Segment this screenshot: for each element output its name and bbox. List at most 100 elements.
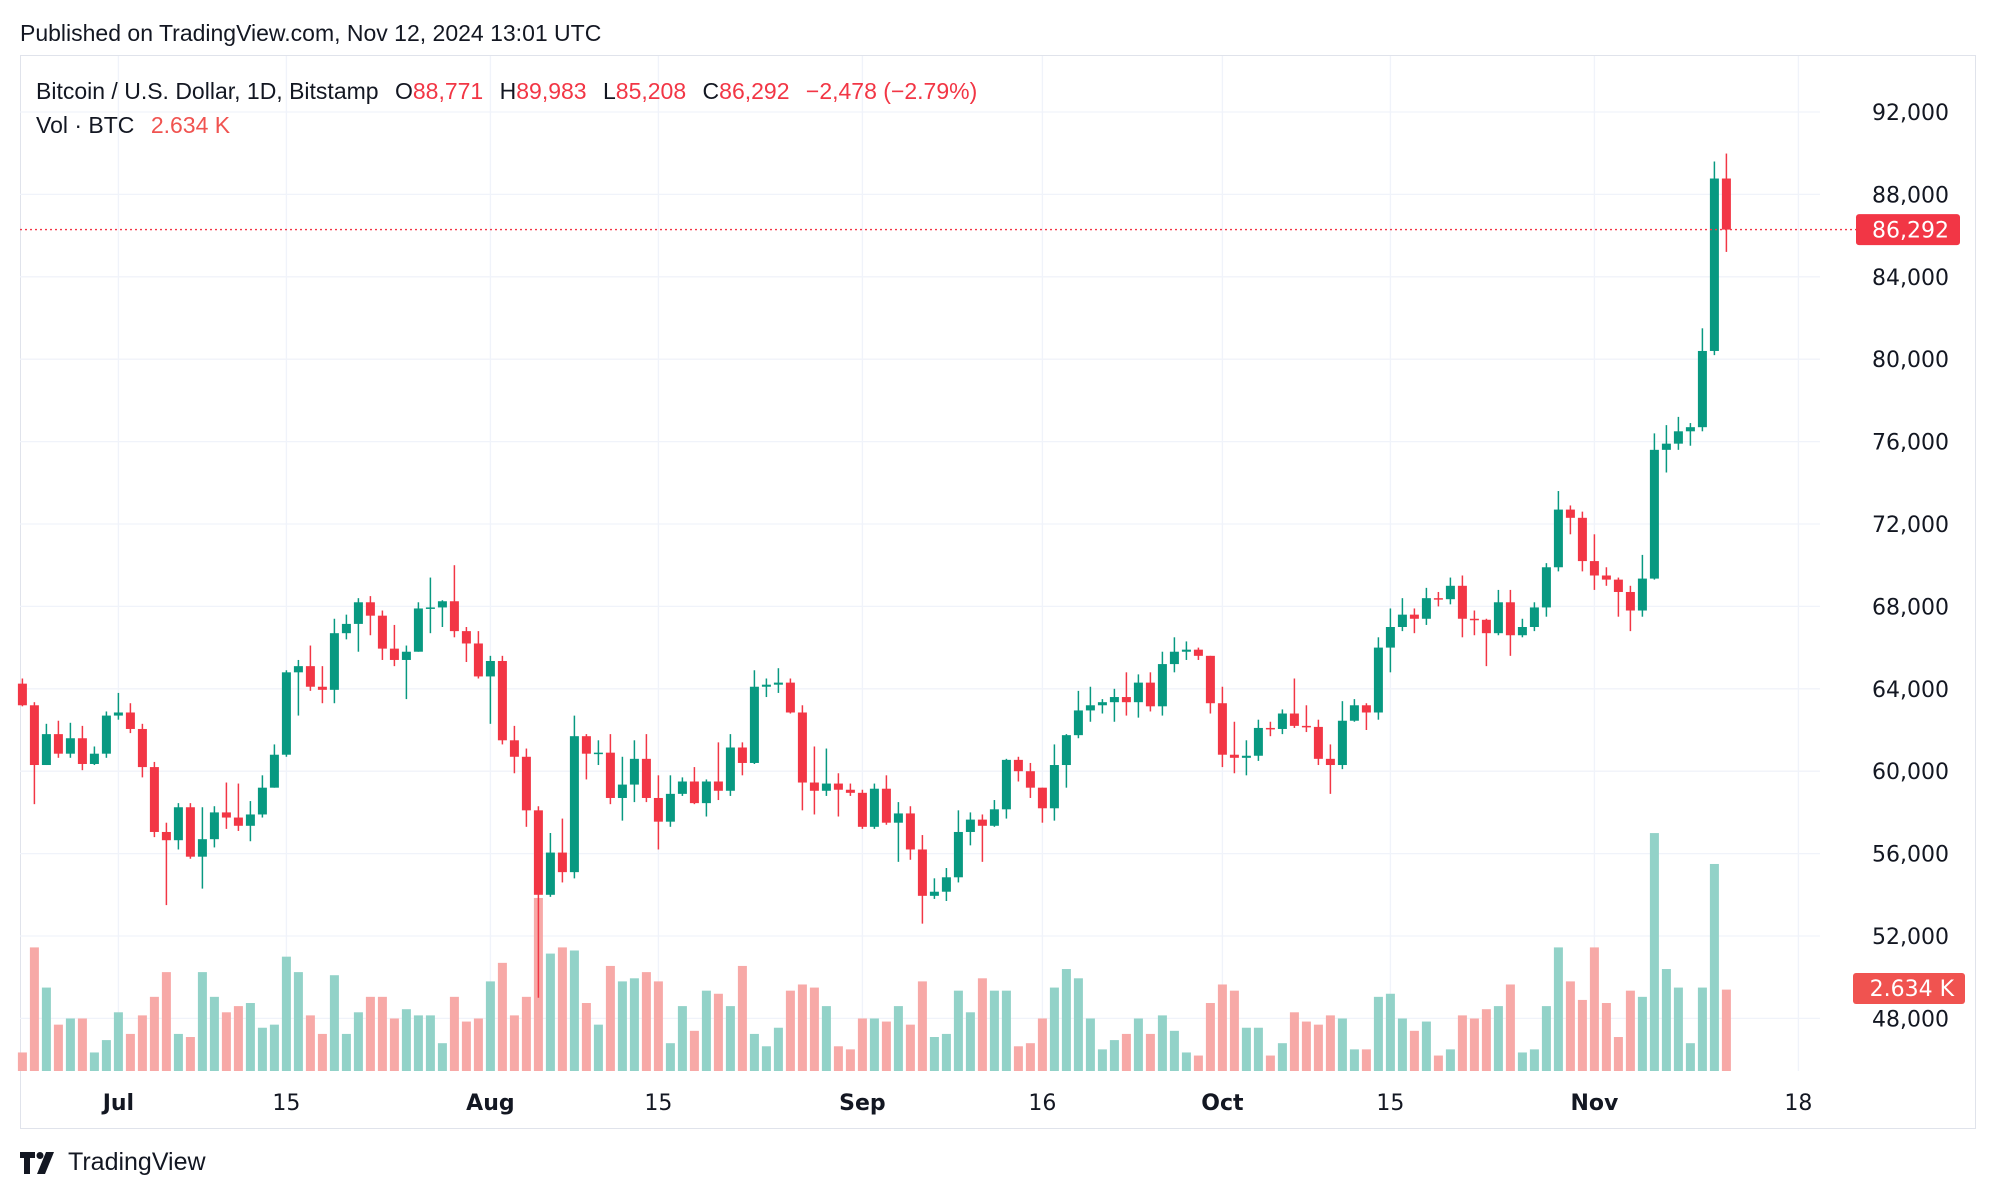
candle (1493, 589, 1503, 636)
candle-body (521, 756, 531, 811)
volume-bar (473, 1018, 483, 1071)
candle-body (341, 623, 351, 634)
last-price-label: 86,292 (1872, 219, 1949, 244)
candle-body (389, 648, 399, 660)
candle (545, 833, 555, 897)
time-tick-label: Sep (839, 1091, 886, 1116)
candle-body (233, 817, 243, 826)
candle (1169, 637, 1179, 673)
price-axis[interactable]: 92,000 88,000 84,000 80,000 76,000 72,000 68,0… (1872, 101, 1949, 1032)
candle (905, 806, 915, 860)
candle-body (1493, 602, 1503, 634)
candle-body (653, 797, 663, 822)
candle (1325, 744, 1335, 794)
candle (389, 624, 399, 667)
candle (497, 655, 507, 745)
price-tick-label: 64,000 (1872, 678, 1949, 703)
candle-body (449, 601, 459, 632)
candle-body (425, 607, 435, 609)
volume-bar (1325, 1015, 1335, 1071)
candle-body (1721, 178, 1731, 230)
candle-body (1613, 579, 1623, 592)
candle (809, 746, 819, 815)
candle-body (401, 651, 411, 660)
volume-bar (209, 996, 219, 1071)
candle (917, 835, 927, 924)
time-axis[interactable]: Jul 15 Aug 15 Sep 16 Oct 15 Nov 18 (101, 1091, 1813, 1116)
candle (725, 734, 735, 796)
volume-bar (221, 1012, 231, 1071)
candle (929, 878, 939, 899)
candle (1037, 787, 1047, 823)
volume-bar (65, 1018, 75, 1071)
candle-body (1121, 697, 1131, 703)
candle-body (317, 686, 327, 690)
candle-body (1481, 619, 1491, 634)
candle-body (281, 672, 291, 755)
candle-body (1709, 178, 1719, 351)
candle-body (605, 752, 615, 798)
volume-bar (1529, 1049, 1539, 1071)
volume-bar (377, 996, 387, 1071)
volume-bar (53, 1024, 63, 1071)
volume-bar (89, 1052, 99, 1071)
candle-body (1457, 585, 1467, 619)
volume-bar (989, 990, 999, 1071)
candle (581, 734, 591, 780)
volume-bar (869, 1018, 879, 1071)
volume-bar (1145, 1033, 1155, 1071)
volume-bar (437, 1043, 447, 1071)
symbol-title[interactable]: Bitcoin / U.S. Dollar, 1D, Bitstamp (36, 78, 379, 104)
candle (1685, 423, 1695, 446)
candle (509, 725, 519, 774)
candles (17, 153, 1731, 998)
candle (1181, 641, 1191, 660)
volume-bar (341, 1033, 351, 1071)
candle-body (353, 602, 363, 624)
candle-body (893, 813, 903, 823)
candle (281, 670, 291, 757)
candle-body (17, 683, 27, 706)
candle (1553, 491, 1563, 572)
candle-body (857, 792, 867, 827)
candle (1397, 598, 1407, 632)
candle-body (701, 781, 711, 804)
volume-bar (1193, 1055, 1203, 1071)
candle (1721, 153, 1731, 252)
candle (125, 703, 135, 734)
volume-bar (1025, 1043, 1035, 1071)
candle-body (1217, 703, 1227, 755)
candle (965, 812, 975, 846)
volume-bar (953, 990, 963, 1071)
volume-bar (1565, 981, 1575, 1071)
candle-body (881, 788, 891, 823)
volume-bar (1037, 1018, 1047, 1071)
candle-body (1697, 350, 1707, 428)
candle (1517, 618, 1527, 638)
volume-bar (821, 1006, 831, 1071)
candle (1661, 425, 1671, 473)
candle-body (1661, 443, 1671, 450)
candle (1637, 554, 1647, 617)
volume-bar (1421, 1021, 1431, 1071)
volume-bar (1457, 1015, 1467, 1071)
candle-body (1349, 705, 1359, 721)
volume-bar (1433, 1055, 1443, 1071)
price-tick-label: 56,000 (1872, 843, 1949, 868)
candle-body (437, 601, 447, 608)
candle-body (377, 615, 387, 649)
candle-body (809, 782, 819, 791)
volume-bar (233, 1006, 243, 1071)
volume-bar (1349, 1049, 1359, 1071)
volume-bar (1361, 1049, 1371, 1071)
candle-body (1385, 627, 1395, 648)
volume-label: Vol · BTC (36, 112, 135, 138)
candle-body (1433, 598, 1443, 600)
candle (233, 783, 243, 831)
tradingview-logo[interactable]: TradingView (20, 1148, 206, 1177)
candle-body (641, 758, 651, 798)
volume-bar (1121, 1033, 1131, 1071)
candle (209, 806, 219, 848)
candle (533, 806, 543, 998)
